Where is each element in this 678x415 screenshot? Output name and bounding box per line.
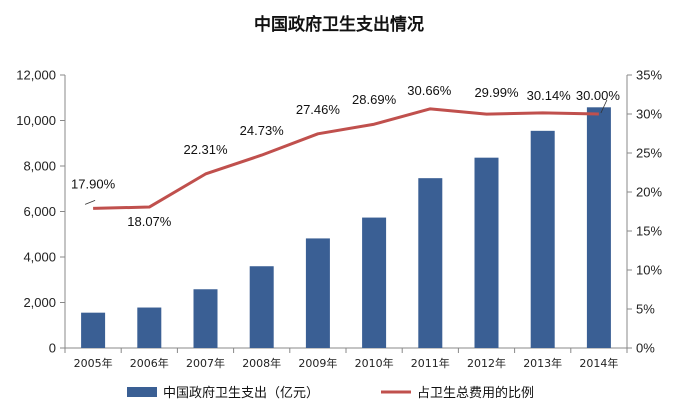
leader-line [600, 99, 608, 114]
x-axis-tick-label: 2006年 [130, 356, 169, 370]
bar [530, 130, 555, 348]
right-axis-tick-label: 15% [636, 224, 662, 239]
data-label: 30.66% [407, 83, 452, 98]
x-axis-tick-label: 2010年 [355, 356, 394, 370]
right-axis-tick-label: 5% [636, 302, 655, 317]
chart-title: 中国政府卫生支出情况 [254, 14, 424, 35]
right-axis-tick-label: 35% [636, 68, 662, 83]
left-axis-tick-label: 4,000 [23, 250, 56, 265]
bar [81, 312, 106, 348]
data-label: 27.46% [296, 102, 341, 117]
x-axis-tick-label: 2014年 [579, 356, 618, 370]
data-label: 22.31% [183, 142, 228, 157]
bar [249, 266, 274, 348]
line-series [93, 107, 599, 210]
x-axis-tick-label: 2005年 [74, 356, 113, 370]
left-axis-tick-label: 8,000 [23, 159, 56, 174]
x-axis-tick-label: 2008年 [242, 356, 281, 370]
bar [305, 238, 330, 348]
data-label: 29.99% [474, 85, 519, 100]
x-axis-tick-label: 2013年 [523, 356, 562, 370]
right-axis-tick-label: 10% [636, 263, 662, 278]
right-axis-tick-label: 30% [636, 107, 662, 122]
data-label: 18.07% [127, 214, 172, 229]
right-axis-tick-label: 25% [636, 146, 662, 161]
legend-label-line: 占卫生总费用的比例 [417, 385, 534, 401]
left-axis-tick-label: 12,000 [16, 68, 56, 83]
data-label: 24.73% [240, 123, 285, 138]
x-axis-tick-label: 2009年 [298, 356, 337, 370]
legend-label-bar: 中国政府卫生支出（亿元） [163, 386, 319, 401]
bar [474, 157, 499, 348]
right-axis-tick-label: 0% [636, 341, 655, 356]
left-axis-tick-label: 10,000 [16, 113, 56, 128]
bar [137, 307, 162, 348]
bar-series [81, 107, 611, 349]
bar [418, 178, 443, 348]
legend-swatch-bar [127, 387, 157, 397]
data-label: 30.00% [576, 88, 621, 103]
x-axis-tick-label: 2011年 [411, 356, 450, 370]
data-label: 28.69% [352, 92, 397, 107]
legend: 中国政府卫生支出（亿元） 占卫生总费用的比例 [127, 385, 534, 401]
leader-line [84, 200, 96, 205]
series-line [93, 107, 599, 210]
x-axis-tick-label: 2007年 [186, 356, 225, 370]
x-axis-tick-label: 2012年 [467, 356, 506, 370]
bar [193, 289, 218, 348]
data-label: 30.14% [527, 88, 572, 103]
data-labels: 17.90% 18.07% 22.31% 24.73% 27.46% 28.69% 30.6… [71, 83, 620, 229]
left-axis-tick-label: 0 [49, 341, 56, 356]
right-axis-tick-label: 20% [636, 185, 662, 200]
left-axis-tick-label: 2,000 [23, 295, 56, 310]
left-axis-tick-label: 6,000 [23, 204, 56, 219]
data-label: 17.90% [71, 176, 116, 191]
bar [586, 107, 611, 349]
bar [362, 217, 387, 348]
